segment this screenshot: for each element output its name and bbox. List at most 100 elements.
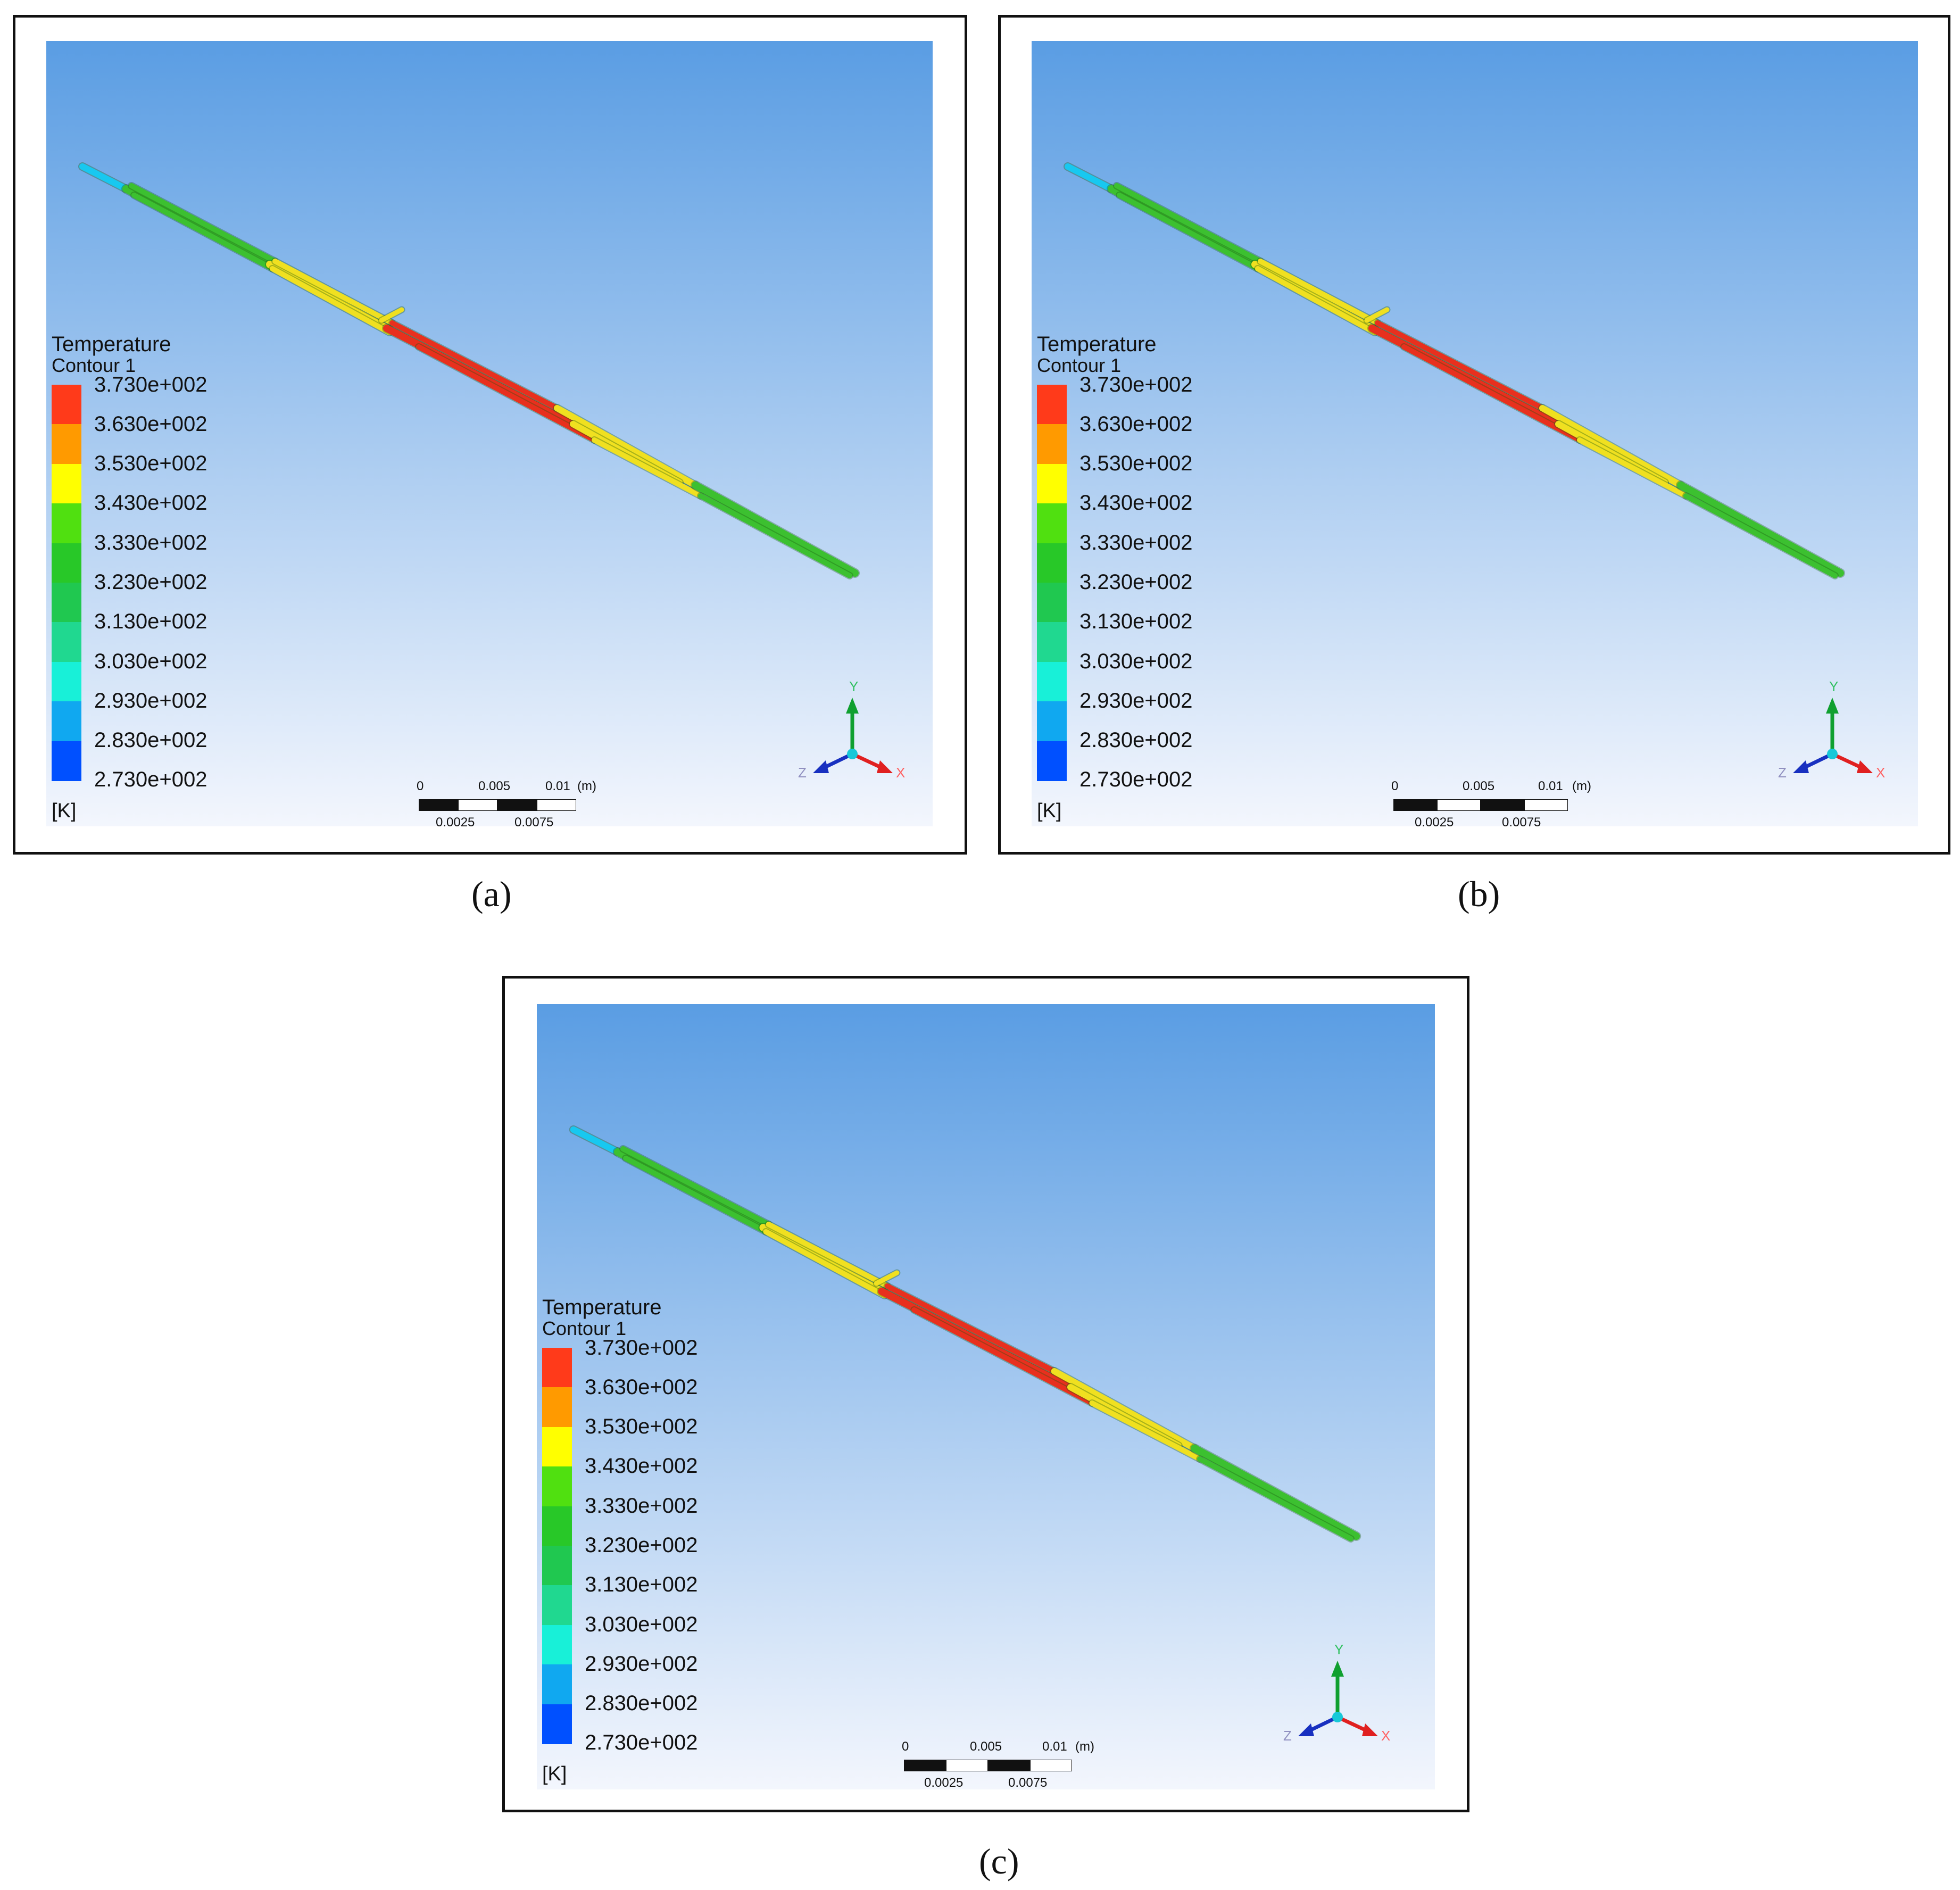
colorbar-band: [52, 741, 81, 781]
scale-label: 0: [1391, 779, 1399, 793]
colorbar: [542, 1348, 572, 1744]
tick-label: 2.730e+002: [1079, 768, 1193, 791]
tube-segment: [1683, 493, 1838, 578]
contour-scene: [1032, 41, 1918, 826]
z-axis-arrow: [1793, 760, 1809, 773]
tick-label: 3.530e+002: [94, 452, 207, 475]
colorbar-band: [542, 1546, 572, 1586]
scale-segment: [537, 799, 576, 811]
x-axis-arrow: [877, 760, 893, 773]
x-axis-label: X: [1381, 1728, 1390, 1744]
tube-segment: [1539, 405, 1684, 488]
colorbar-band: [52, 543, 81, 583]
scale-segment: [1524, 799, 1568, 811]
tick-label: 3.430e+002: [585, 1454, 698, 1478]
contour-scene: [46, 41, 933, 826]
colorbar-band: [1037, 463, 1067, 504]
panel-b: Temperature Contour 1 3.730e+002 3.630e+…: [998, 15, 1950, 855]
colorbar-band: [542, 1387, 572, 1428]
scale-label: 0.0075: [514, 815, 554, 827]
tube-segment: [620, 1146, 771, 1227]
z-axis-label: Z: [798, 765, 807, 781]
tick-label: 2.730e+002: [94, 768, 207, 791]
x-axis-arrow: [1362, 1723, 1378, 1736]
x-axis-label: X: [896, 765, 905, 781]
panel-caption-b: (b): [1458, 874, 1500, 914]
colorbar-band: [1037, 661, 1067, 702]
scale-label: 0: [902, 1739, 909, 1754]
coordinate-triad-icon: Y X Z: [1778, 679, 1885, 781]
z-axis-arrow: [813, 760, 829, 773]
colorbar-band: [52, 701, 81, 742]
temperature-legend: Temperature Contour 1 3.730e+002 3.630e+…: [1037, 334, 1260, 821]
scale-label: 0.0075: [1502, 815, 1541, 827]
tick-label: 2.830e+002: [94, 728, 207, 752]
tick-label: 3.430e+002: [94, 491, 207, 515]
panel-c: Temperature Contour 1 3.730e+002 3.630e+…: [502, 976, 1469, 1812]
unit-label: [K]: [52, 800, 77, 822]
inlet-tube-segment: [570, 1126, 621, 1155]
colorbar-band: [542, 1664, 572, 1705]
colorbar-band: [542, 1427, 572, 1468]
colorbar-band: [1037, 583, 1067, 623]
legend-title: Temperature: [52, 333, 171, 356]
scale-label: 0.005: [1463, 779, 1495, 793]
hot-tube-segment: [911, 1307, 1095, 1406]
render-viewport[interactable]: Temperature Contour 1 3.730e+002 3.630e+…: [46, 41, 933, 826]
render-viewport[interactable]: Temperature Contour 1 3.730e+002 3.630e+…: [537, 1004, 1435, 1789]
scale-label: 0.0025: [1415, 815, 1454, 827]
tick-label: 2.930e+002: [94, 689, 207, 712]
legend-title: Temperature: [542, 1296, 662, 1319]
tick-label: 3.730e+002: [1079, 373, 1193, 396]
colorbar-band: [542, 1466, 572, 1507]
scale-segment: [1030, 1760, 1072, 1771]
tick-label: 3.630e+002: [1079, 412, 1193, 436]
tick-label: 3.230e+002: [585, 1533, 698, 1557]
legend-subtitle: Contour 1: [52, 354, 136, 376]
triad-origin: [1332, 1712, 1343, 1722]
colorbar-band: [52, 385, 81, 425]
scale-bar-icon: 0 0.005 0.01 (m) 0.0025 0.0075: [417, 778, 632, 827]
tube-segment: [692, 482, 859, 577]
scale-label: 0.01: [545, 779, 570, 793]
tick-label: 3.130e+002: [585, 1573, 698, 1596]
render-viewport[interactable]: Temperature Contour 1 3.730e+002 3.630e+…: [1032, 41, 1918, 826]
viewport-background: [46, 41, 933, 826]
tick-label: 3.430e+002: [1079, 491, 1193, 515]
tick-label: 2.930e+002: [585, 1652, 698, 1676]
x-axis-label: X: [1876, 765, 1885, 781]
colorbar-band: [1037, 622, 1067, 662]
z-axis-arrow: [1298, 1723, 1314, 1736]
colorbar-band: [542, 1624, 572, 1665]
scale-bar-icon: 0 0.005 0.01 (m) 0.0025 0.0075: [902, 1738, 1117, 1789]
hot-tube-segment: [416, 344, 597, 443]
y-axis-label: Y: [849, 679, 858, 694]
tick-label: 2.930e+002: [1079, 689, 1193, 712]
tick-label: 3.530e+002: [1079, 452, 1193, 475]
tube-segment: [1117, 193, 1260, 271]
hot-tube-segment: [1368, 325, 1562, 428]
colorbar-band: [52, 503, 81, 544]
tube-segment: [763, 1229, 887, 1298]
tube-segment: [554, 405, 699, 488]
hot-tube-segment: [1375, 320, 1545, 411]
scale-label: 0.0025: [924, 1776, 964, 1789]
tube-segment: [272, 259, 395, 326]
coordinate-triad-icon: Y X Z: [1283, 1643, 1390, 1744]
coordinate-triad-icon: Y X Z: [798, 679, 905, 781]
scale-label: 0.0075: [1008, 1776, 1048, 1789]
colorbar-band: [1037, 701, 1067, 742]
tube-segment: [1089, 1400, 1203, 1462]
scale-label: 0.005: [970, 1739, 1002, 1754]
colorbar: [52, 385, 81, 781]
tube-segment: [131, 193, 275, 271]
tube-segment: [129, 183, 278, 264]
panel-a: Temperature Contour 1 3.730e+002 3.630e+…: [13, 15, 967, 855]
triad-origin: [1827, 749, 1838, 759]
tick-label: 2.730e+002: [585, 1731, 698, 1754]
scale-segment: [458, 799, 497, 811]
scale-segment: [497, 799, 537, 811]
tube-segment: [1191, 1445, 1360, 1540]
colorbar-band: [1037, 424, 1067, 465]
scale-label: 0.005: [478, 779, 511, 793]
